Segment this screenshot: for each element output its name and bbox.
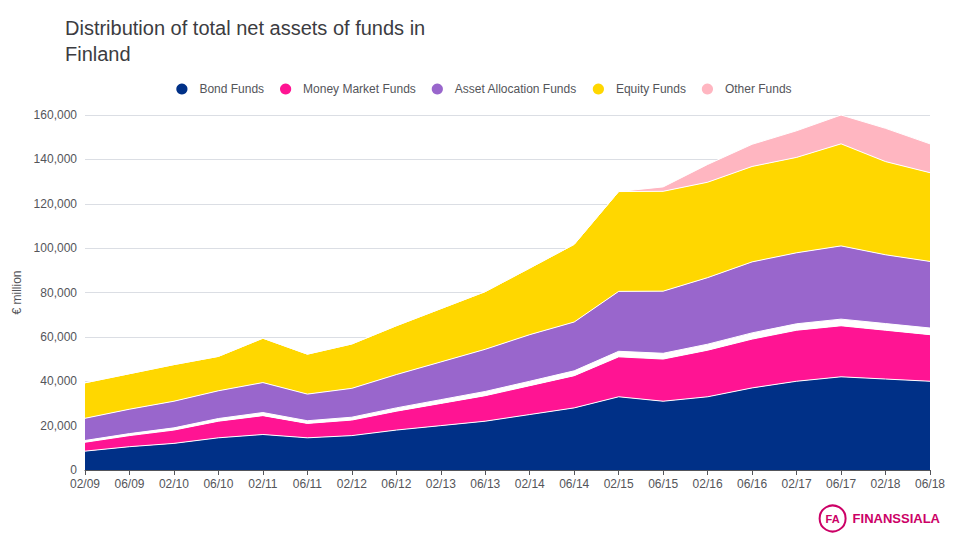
svg-text:Distribution of total net asse: Distribution of total net assets of fund… [65, 17, 425, 39]
svg-text:06/13: 06/13 [470, 477, 500, 491]
svg-text:06/17: 06/17 [826, 477, 856, 491]
svg-text:80,000: 80,000 [40, 286, 77, 300]
svg-text:100,000: 100,000 [34, 241, 78, 255]
svg-text:06/12: 06/12 [381, 477, 411, 491]
svg-text:06/09: 06/09 [114, 477, 144, 491]
svg-text:60,000: 60,000 [40, 330, 77, 344]
svg-text:02/18: 02/18 [871, 477, 901, 491]
svg-text:FINANSSIALA: FINANSSIALA [853, 511, 941, 526]
svg-text:02/17: 02/17 [782, 477, 812, 491]
svg-text:06/11: 06/11 [293, 477, 322, 491]
svg-text:02/13: 02/13 [426, 477, 456, 491]
svg-text:02/12: 02/12 [337, 477, 367, 491]
svg-text:06/10: 06/10 [203, 477, 233, 491]
svg-text:02/11: 02/11 [248, 477, 277, 491]
svg-text:02/10: 02/10 [159, 477, 189, 491]
svg-text:06/15: 06/15 [648, 477, 678, 491]
svg-text:120,000: 120,000 [34, 197, 78, 211]
svg-text:06/14: 06/14 [559, 477, 589, 491]
svg-text:06/16: 06/16 [737, 477, 767, 491]
svg-text:Other Funds: Other Funds [725, 82, 792, 96]
svg-text:Finland: Finland [65, 43, 131, 65]
svg-text:20,000: 20,000 [40, 419, 77, 433]
svg-text:160,000: 160,000 [34, 108, 78, 122]
svg-text:FA: FA [826, 513, 840, 525]
svg-text:Asset Allocation Funds: Asset Allocation Funds [455, 82, 576, 96]
svg-text:02/14: 02/14 [515, 477, 545, 491]
svg-text:€ million: € million [10, 270, 24, 314]
svg-text:02/09: 02/09 [70, 477, 100, 491]
svg-text:140,000: 140,000 [34, 152, 78, 166]
svg-text:02/15: 02/15 [604, 477, 634, 491]
svg-text:0: 0 [70, 463, 77, 477]
svg-text:Bond Funds: Bond Funds [199, 82, 264, 96]
svg-text:Money Market Funds: Money Market Funds [303, 82, 416, 96]
svg-text:06/18: 06/18 [915, 477, 945, 491]
svg-text:40,000: 40,000 [40, 374, 77, 388]
svg-text:Equity Funds: Equity Funds [616, 82, 686, 96]
svg-text:02/16: 02/16 [693, 477, 723, 491]
